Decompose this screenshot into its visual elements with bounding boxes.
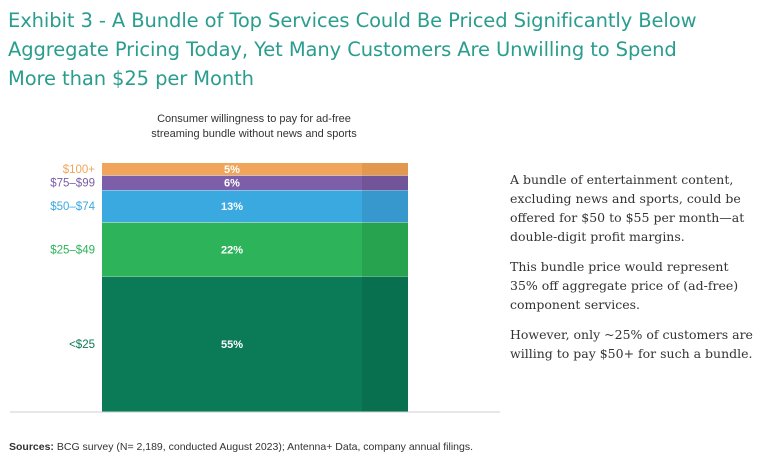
bar-segment-5 [102,163,408,176]
value-label-segment-4: 6% [224,178,240,190]
value-label-segment-2: 22% [221,244,243,256]
commentary-notes: A bundle of entertainment content, exclu… [510,170,760,374]
category-label-segment-5: $100+ [63,164,96,176]
note-paragraph-2: This bundle price would represent 35% of… [510,259,739,312]
sources-text: BCG survey (N= 2,189, conducted August 2… [53,441,474,453]
chart-title-line-1: Consumer willingness to pay for ad-free [157,113,351,125]
category-label-segment-3: $50–$74 [50,201,95,213]
sources-footnote: Sources: BCG survey (N= 2,189, conducted… [9,441,759,453]
exhibit-title: Exhibit 3 - A Bundle of Top Services Cou… [8,6,758,93]
value-label-segment-5: 5% [224,164,240,176]
bar-shade-segment-2 [362,222,408,277]
value-label-segment-3: 13% [221,201,243,213]
title-line-2: Aggregate Pricing Today, Yet Many Custom… [8,38,677,61]
bar-segment-3 [102,190,408,223]
bar-segment-1 [102,276,408,412]
category-label-segment-2: $25–$49 [50,244,95,256]
bar-segment-2 [102,222,408,277]
value-label-segment-1: 55% [221,339,243,351]
bar-shade-segment-3 [362,190,408,223]
bar-segments: 55% <$25 22% $25–$49 13% $50–$74 6% $75–$99 5% $1… [50,163,408,412]
title-line-3: More than $25 per Month [8,67,254,90]
bar-shade-segment-5 [362,163,408,176]
title-line-1: Exhibit 3 - A Bundle of Top Services Cou… [8,9,697,32]
note-paragraph-3: However, only ~25% of customers are will… [510,327,753,361]
bar-segment-4 [102,175,408,191]
sources-label: Sources: [9,441,54,453]
bar-shade-segment-4 [362,175,408,191]
bar-shade-segment-1 [362,276,408,412]
category-label-segment-4: $75–$99 [50,178,95,190]
note-paragraph-1: A bundle of entertainment content, exclu… [510,172,745,244]
chart-title-line-2: streaming bundle without news and sports [151,128,357,140]
category-label-segment-1: <$25 [69,339,95,351]
